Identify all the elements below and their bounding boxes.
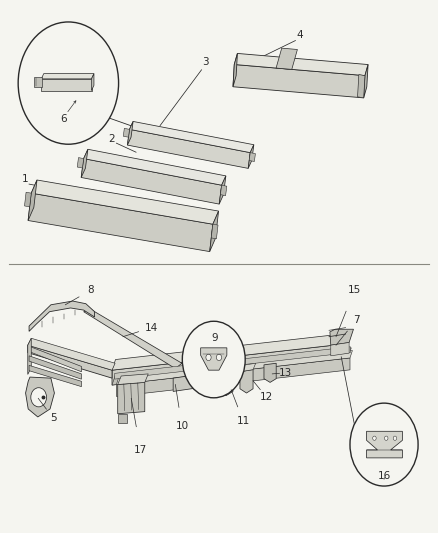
Circle shape [18, 22, 119, 144]
Polygon shape [364, 64, 368, 98]
Polygon shape [112, 344, 348, 385]
Polygon shape [28, 193, 213, 252]
Polygon shape [233, 64, 365, 98]
Polygon shape [264, 364, 276, 382]
Polygon shape [201, 348, 227, 370]
Text: 11: 11 [237, 416, 250, 426]
Polygon shape [41, 79, 92, 91]
Text: 15: 15 [348, 286, 361, 295]
Polygon shape [127, 122, 133, 145]
Polygon shape [29, 366, 81, 386]
Text: 16: 16 [378, 472, 392, 481]
Polygon shape [211, 224, 218, 239]
Polygon shape [357, 75, 365, 98]
Polygon shape [81, 149, 88, 177]
Text: 3: 3 [203, 57, 209, 67]
Polygon shape [29, 301, 95, 332]
Polygon shape [219, 367, 236, 375]
Circle shape [373, 436, 376, 440]
Circle shape [393, 436, 397, 440]
Polygon shape [84, 149, 226, 185]
Polygon shape [117, 351, 353, 384]
Text: 10: 10 [175, 421, 188, 431]
Text: 12: 12 [260, 392, 273, 402]
Polygon shape [248, 145, 254, 168]
Polygon shape [112, 333, 351, 370]
Polygon shape [130, 122, 254, 152]
Polygon shape [28, 338, 31, 374]
Polygon shape [84, 309, 182, 368]
Circle shape [350, 403, 418, 486]
Polygon shape [117, 358, 350, 397]
Polygon shape [92, 74, 94, 91]
Polygon shape [210, 211, 219, 252]
Polygon shape [25, 377, 54, 417]
Polygon shape [29, 346, 81, 372]
Polygon shape [112, 348, 351, 385]
Polygon shape [25, 192, 31, 207]
Polygon shape [233, 53, 237, 87]
Circle shape [385, 436, 388, 440]
Polygon shape [220, 185, 227, 196]
Circle shape [216, 354, 222, 361]
Polygon shape [173, 372, 217, 391]
Polygon shape [331, 343, 349, 356]
Polygon shape [367, 431, 403, 458]
Polygon shape [34, 77, 42, 87]
Polygon shape [118, 382, 145, 414]
Text: 6: 6 [61, 114, 67, 124]
Text: 14: 14 [145, 322, 158, 333]
Text: 13: 13 [279, 368, 292, 378]
Circle shape [182, 321, 245, 398]
Polygon shape [115, 347, 350, 379]
Circle shape [206, 354, 211, 361]
Polygon shape [77, 158, 84, 168]
Polygon shape [234, 53, 368, 76]
Polygon shape [219, 373, 233, 395]
Text: 2: 2 [109, 134, 115, 144]
Circle shape [31, 387, 46, 407]
Polygon shape [127, 130, 250, 168]
Text: 4: 4 [297, 30, 303, 41]
Polygon shape [249, 152, 255, 161]
Polygon shape [123, 128, 130, 137]
Polygon shape [118, 374, 148, 384]
Text: 5: 5 [50, 413, 57, 423]
Polygon shape [240, 369, 253, 393]
Polygon shape [28, 338, 115, 370]
Text: 9: 9 [211, 333, 218, 343]
Polygon shape [31, 180, 219, 224]
Polygon shape [330, 329, 353, 345]
Polygon shape [240, 364, 256, 372]
Polygon shape [41, 74, 94, 79]
Polygon shape [29, 356, 81, 379]
Polygon shape [28, 345, 112, 378]
Text: 8: 8 [87, 286, 93, 295]
Text: 17: 17 [134, 445, 147, 455]
Polygon shape [81, 159, 222, 204]
Polygon shape [219, 176, 226, 204]
Text: 1: 1 [21, 174, 28, 184]
Polygon shape [276, 48, 297, 69]
Text: 7: 7 [353, 314, 360, 325]
Polygon shape [28, 180, 37, 221]
Polygon shape [118, 414, 127, 423]
